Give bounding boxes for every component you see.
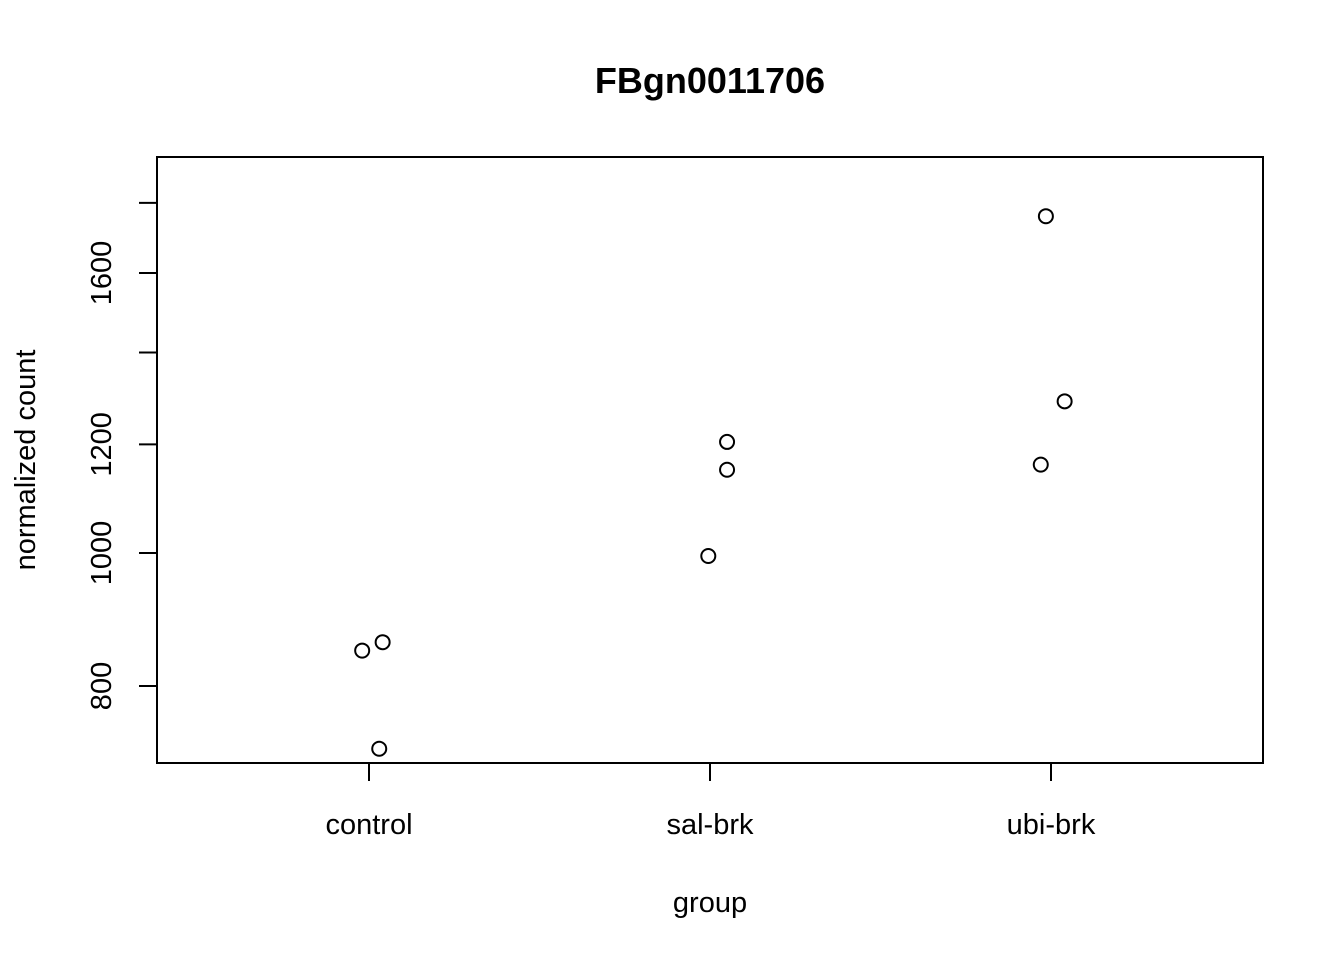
plot-frame [156,156,1264,764]
x-axis: control sal-brk ubi-brk [325,763,1096,841]
data-point-ubi-brk [1037,208,1054,225]
y-tick-label: 1600 [86,241,118,306]
y-tick-label: 1000 [86,521,118,586]
y-tick-label: 800 [86,662,118,710]
data-point-control [354,642,371,659]
data-point-sal-brk [719,461,736,478]
chart-title: FBgn0011706 [595,60,825,101]
x-axis-label: group [673,887,747,919]
data-point-control [374,634,391,651]
data-point-sal-brk [700,548,717,565]
data-point-ubi-brk [1056,393,1073,410]
y-tick-label: 1200 [86,412,118,477]
x-tick-label: ubi-brk [1007,809,1096,841]
data-point-sal-brk [719,433,736,450]
x-tick-label: sal-brk [666,809,754,841]
data-points [354,208,1073,757]
data-point-ubi-brk [1032,456,1049,473]
y-axis-label: normalized count [10,350,42,571]
data-point-control [371,740,388,757]
x-tick-label: control [325,809,412,841]
y-axis: 800 1000 1200 1600 [86,157,158,763]
